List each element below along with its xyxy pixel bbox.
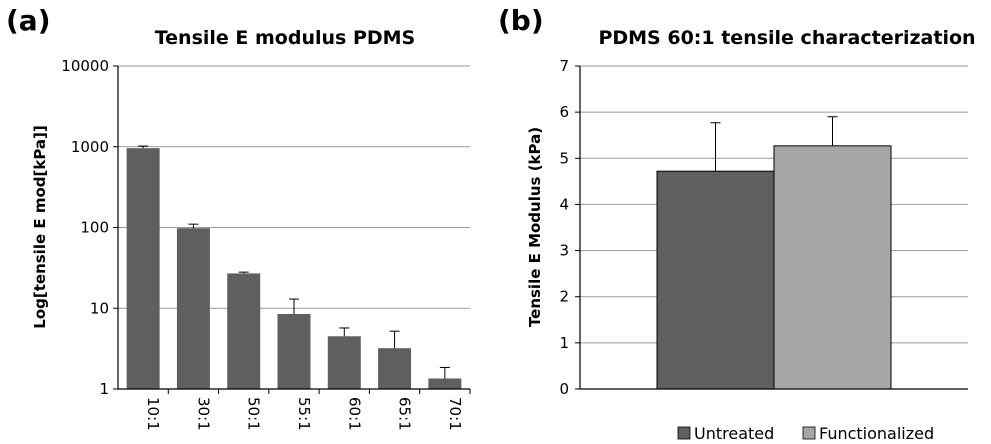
panel-a-x-tick-labels: 10:1 30:1 50:1 55:1 60:1 65:1 70:1 — [144, 397, 464, 431]
x-tick-label: 30:1 — [194, 397, 212, 431]
x-tick-label: 60:1 — [345, 397, 363, 431]
legend-label-functionalized: Functionalized — [819, 424, 934, 443]
bar — [227, 273, 261, 389]
x-tick-label: 70:1 — [446, 397, 464, 431]
panel-a: (a) Tensile E modulus PDMS Log[tensile E… — [6, 4, 471, 431]
y-tick-label: 1 — [99, 380, 109, 398]
panel-b-y-tick-labels: 0 1 2 3 4 5 6 7 — [559, 57, 569, 398]
panel-a-axes — [117, 66, 470, 390]
y-tick-label: 3 — [559, 242, 569, 260]
panel-b-legend: Untreated Functionalized — [677, 424, 934, 443]
y-tick-label: 6 — [559, 103, 569, 121]
y-tick-label: 1 — [559, 334, 569, 352]
legend-label-untreated: Untreated — [694, 424, 774, 443]
x-tick-label: 10:1 — [144, 397, 162, 431]
legend-swatch-untreated — [677, 426, 691, 440]
panel-a-error-bars — [138, 145, 471, 394]
panel-a-label: (a) — [6, 4, 51, 37]
panel-b-label: (b) — [498, 4, 544, 37]
panel-b-bars — [656, 145, 892, 390]
bar — [327, 336, 361, 389]
panel-b: (b) PDMS 60:1 tensile characterization T… — [498, 4, 976, 443]
bar — [126, 148, 160, 389]
x-tick-label: 65:1 — [396, 397, 414, 431]
panel-b-y-axis-label: Tensile E Modulus (kPa) — [526, 127, 544, 327]
panel-b-title: PDMS 60:1 tensile characterization — [598, 27, 975, 49]
panel-a-y-axis-label: Log[tensile E mod[kPa]] — [31, 125, 49, 328]
bar — [378, 348, 412, 389]
x-tick-label: 50:1 — [245, 397, 263, 431]
bar-functionalized — [773, 145, 892, 390]
x-tick-label: 55:1 — [295, 397, 313, 431]
bar — [176, 228, 210, 389]
bar — [428, 378, 462, 389]
y-tick-label: 2 — [559, 288, 569, 306]
legend-swatch-functionalized — [802, 426, 816, 440]
panel-a-bars — [126, 148, 462, 389]
y-tick-label: 100 — [80, 219, 109, 237]
y-tick-label: 5 — [559, 149, 569, 167]
y-tick-label: 4 — [559, 195, 569, 213]
panel-b-axes — [579, 66, 968, 390]
y-tick-label: 1000 — [71, 138, 109, 156]
y-tick-label: 10000 — [61, 57, 109, 75]
y-tick-label: 7 — [559, 57, 569, 75]
y-tick-label: 0 — [559, 380, 569, 398]
panel-a-title: Tensile E modulus PDMS — [155, 27, 416, 49]
bar-untreated — [656, 170, 775, 390]
y-tick-label: 10 — [90, 299, 109, 317]
panel-a-gridlines — [113, 65, 470, 390]
panel-b-error-bars — [710, 116, 838, 172]
bar — [277, 313, 311, 389]
panel-a-y-tick-labels: 1 10 100 1000 10000 — [61, 57, 109, 398]
